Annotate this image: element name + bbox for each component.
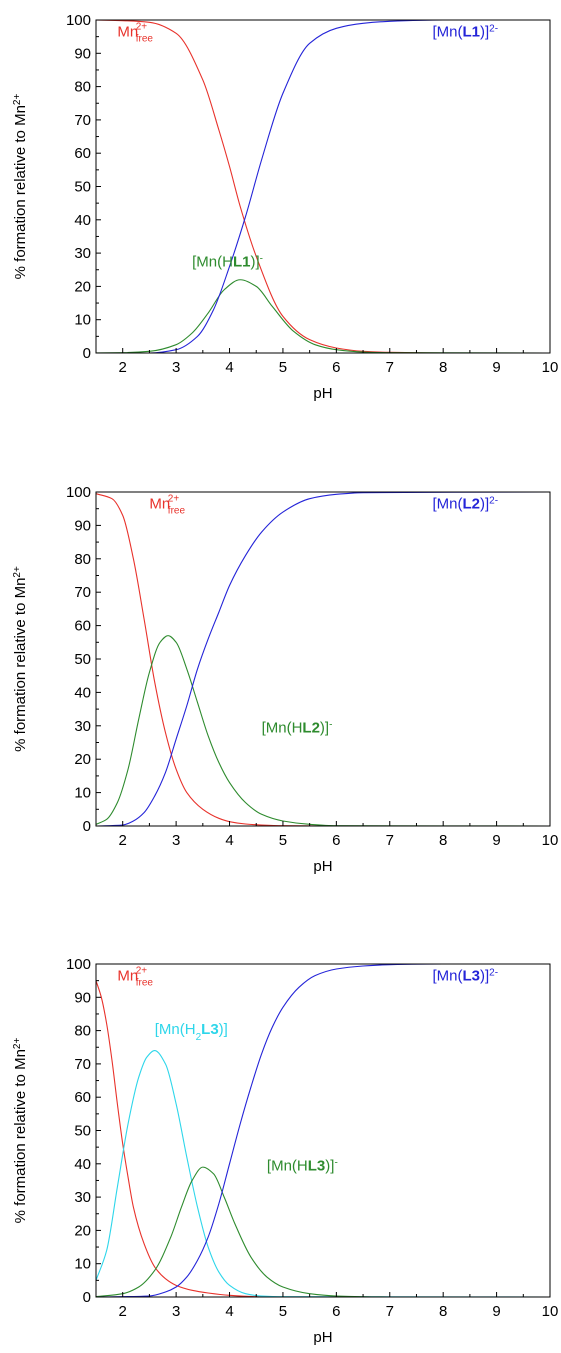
- y-tick-label: 40: [74, 684, 91, 701]
- y-axis-label: % formation relative to Mn2+: [12, 94, 30, 280]
- species-label-1: Mn2+ free: [149, 494, 185, 517]
- x-tick-label: 6: [332, 832, 340, 849]
- species-label-2: [Mn(HL1)]-: [192, 253, 263, 271]
- series-group: [95, 491, 551, 827]
- x-tick-label: 8: [439, 1303, 447, 1320]
- y-tick-label: 50: [74, 1123, 91, 1140]
- x-tick-label: 6: [332, 359, 340, 376]
- species-label-3: [Mn(HL3)]-: [267, 1157, 338, 1175]
- series-line-3: [96, 19, 550, 354]
- y-tick-label: 80: [74, 79, 91, 96]
- y-tick-label: 100: [66, 956, 91, 973]
- y-tick-label: 70: [74, 112, 91, 129]
- x-tick-label: 9: [492, 832, 500, 849]
- species-label-1: Mn2+ free: [117, 966, 153, 989]
- y-tick-label: 20: [74, 1222, 91, 1239]
- y-tick-label: 80: [74, 551, 91, 568]
- x-tick-label: 4: [225, 359, 233, 376]
- y-tick-label: 90: [74, 517, 91, 534]
- species-label-2: [Mn(H2L3)]: [155, 1021, 228, 1043]
- y-tick-label: 100: [66, 484, 91, 501]
- y-tick-label: 60: [74, 145, 91, 162]
- y-tick-label: 30: [74, 1189, 91, 1206]
- y-tick-label: 50: [74, 651, 91, 668]
- x-tick-label: 3: [172, 359, 180, 376]
- y-tick-label: 30: [74, 245, 91, 262]
- x-axis-label: pH: [313, 858, 332, 875]
- y-tick-label: 0: [83, 1289, 91, 1306]
- x-tick-label: 2: [119, 1303, 127, 1320]
- x-tick-label: 2: [119, 832, 127, 849]
- y-tick-label: 80: [74, 1023, 91, 1040]
- series-group: [95, 963, 551, 1298]
- y-tick-label: 20: [74, 278, 91, 295]
- y-tick-label: 40: [74, 1156, 91, 1173]
- y-tick-label: 50: [74, 179, 91, 196]
- y-tick-label: 70: [74, 584, 91, 601]
- x-tick-label: 10: [542, 359, 559, 376]
- y-tick-label: 0: [83, 345, 91, 362]
- y-tick-label: 10: [74, 312, 91, 329]
- x-tick-label: 5: [279, 832, 287, 849]
- series-line-2: [95, 635, 551, 827]
- x-tick-label: 9: [492, 359, 500, 376]
- species-label-2: [Mn(HL2)]-: [262, 719, 333, 737]
- y-tick-label: 60: [74, 1089, 91, 1106]
- species-labels: Mn2+ free [Mn(HL2)]- [Mn(L2)]2-: [149, 494, 498, 737]
- plot-frame: [95, 19, 551, 354]
- x-tick-label: 2: [119, 359, 127, 376]
- series-line-3: [95, 491, 551, 827]
- x-tick-label: 10: [542, 832, 559, 849]
- species-labels: Mn2+ free [Mn(HL1)]- [Mn(L1)]2-: [117, 22, 498, 271]
- series-line-2: [95, 1050, 551, 1298]
- y-axis-label: % formation relative to Mn2+: [12, 566, 30, 752]
- x-tick-label: 10: [542, 1303, 559, 1320]
- x-tick-label: 3: [172, 832, 180, 849]
- x-tick-label: 8: [439, 359, 447, 376]
- series-line-1: [95, 19, 550, 354]
- series-group: [95, 19, 551, 354]
- y-tick-label: 0: [83, 818, 91, 835]
- x-tick-label: 4: [225, 1303, 233, 1320]
- species-label-4: [Mn(L3)]2-: [432, 967, 498, 985]
- x-tick-label: 7: [386, 359, 394, 376]
- x-tick-label: 5: [279, 359, 287, 376]
- x-tick-label: 3: [172, 1303, 180, 1320]
- y-tick-label: 20: [74, 751, 91, 768]
- y-tick-label: 90: [74, 45, 91, 62]
- series-line-4: [95, 963, 550, 1298]
- plot-frame: [95, 963, 551, 1298]
- x-tick-label: 8: [439, 832, 447, 849]
- species-labels: Mn2+ free [Mn(H2L3)] [Mn(HL3)]- [Mn(L3)]2-: [117, 966, 498, 1175]
- x-tick-label: 6: [332, 1303, 340, 1320]
- y-tick-label: 90: [74, 989, 91, 1006]
- y-tick-label: 30: [74, 718, 91, 735]
- x-tick-label: 5: [279, 1303, 287, 1320]
- y-tick-label: 70: [74, 1056, 91, 1073]
- y-tick-label: 10: [74, 1256, 91, 1273]
- y-tick-label: 40: [74, 212, 91, 229]
- y-tick-label: 60: [74, 618, 91, 635]
- y-axis-label: % formation relative to Mn2+: [12, 1038, 30, 1224]
- x-tick-label: 9: [492, 1303, 500, 1320]
- x-tick-label: 7: [386, 1303, 394, 1320]
- species-label-3: [Mn(L2)]2-: [432, 495, 498, 513]
- x-tick-label: 4: [225, 832, 233, 849]
- species-label-3: [Mn(L1)]2-: [432, 23, 498, 41]
- x-tick-label: 7: [386, 832, 394, 849]
- x-axis-label: pH: [313, 385, 332, 402]
- species-label-1: Mn2+ free: [117, 22, 153, 45]
- y-tick-label: 10: [74, 785, 91, 802]
- series-line-2: [95, 279, 551, 354]
- y-tick-label: 100: [66, 12, 91, 29]
- x-axis-label: pH: [313, 1329, 332, 1346]
